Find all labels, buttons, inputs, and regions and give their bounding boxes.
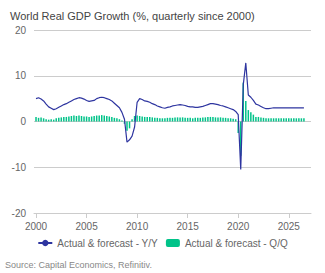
svg-text:2020: 2020 [227,221,250,232]
svg-text:Source: Capital Economics, Ref: Source: Capital Economics, Refinitiv. [5,260,152,270]
svg-text:2015: 2015 [177,221,200,232]
svg-text:World Real GDP Growth (%, quar: World Real GDP Growth (%, quarterly sinc… [10,10,255,22]
svg-text:-10: -10 [12,162,27,173]
svg-text:2000: 2000 [25,221,48,232]
svg-text:20: 20 [15,25,27,36]
svg-text:Actual & forecast - Q/Q: Actual & forecast - Q/Q [185,238,288,249]
svg-text:Actual & forecast - Y/Y: Actual & forecast - Y/Y [57,238,158,249]
svg-text:0: 0 [20,116,26,127]
svg-text:2005: 2005 [75,221,98,232]
svg-text:-20: -20 [12,208,27,219]
svg-text:2010: 2010 [126,221,149,232]
svg-text:2025: 2025 [278,221,301,232]
svg-text:10: 10 [15,70,27,81]
